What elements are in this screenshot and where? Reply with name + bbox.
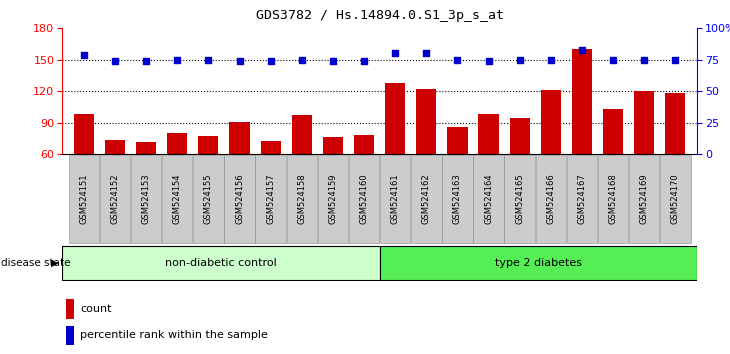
- Bar: [229, 121, 250, 217]
- Text: type 2 diabetes: type 2 diabetes: [495, 258, 582, 268]
- Text: GSM524161: GSM524161: [391, 174, 399, 224]
- Text: GSM524168: GSM524168: [609, 174, 618, 224]
- Point: [452, 57, 464, 63]
- Point: [265, 58, 277, 64]
- Point: [234, 58, 245, 64]
- FancyBboxPatch shape: [255, 155, 286, 243]
- FancyBboxPatch shape: [224, 155, 255, 243]
- FancyBboxPatch shape: [411, 155, 442, 243]
- Text: GSM524152: GSM524152: [110, 174, 120, 224]
- Point: [639, 57, 650, 63]
- Text: GSM524170: GSM524170: [671, 174, 680, 224]
- Point: [172, 57, 183, 63]
- Point: [140, 58, 152, 64]
- Bar: [447, 127, 467, 217]
- Bar: [292, 115, 312, 217]
- Text: GDS3782 / Hs.14894.0.S1_3p_s_at: GDS3782 / Hs.14894.0.S1_3p_s_at: [255, 9, 504, 22]
- Point: [545, 57, 557, 63]
- FancyBboxPatch shape: [162, 155, 193, 243]
- Text: ▶: ▶: [51, 258, 58, 268]
- FancyBboxPatch shape: [349, 155, 380, 243]
- FancyBboxPatch shape: [504, 155, 535, 243]
- Text: GSM524153: GSM524153: [142, 174, 150, 224]
- Bar: [136, 142, 156, 217]
- Text: GSM524164: GSM524164: [484, 174, 493, 224]
- Point: [358, 58, 370, 64]
- Text: GSM524154: GSM524154: [173, 174, 182, 224]
- FancyBboxPatch shape: [566, 155, 597, 243]
- Bar: [510, 118, 530, 217]
- Text: count: count: [80, 304, 112, 314]
- FancyBboxPatch shape: [131, 155, 161, 243]
- Text: non-diabetic control: non-diabetic control: [165, 258, 277, 268]
- Text: GSM524169: GSM524169: [639, 174, 649, 224]
- Point: [389, 51, 401, 56]
- FancyBboxPatch shape: [193, 155, 223, 243]
- FancyBboxPatch shape: [69, 155, 99, 243]
- Point: [669, 57, 681, 63]
- Point: [607, 57, 619, 63]
- Bar: [199, 136, 218, 217]
- FancyBboxPatch shape: [380, 155, 410, 243]
- Bar: [572, 49, 592, 217]
- Bar: [416, 89, 437, 217]
- FancyBboxPatch shape: [100, 155, 130, 243]
- Point: [202, 57, 214, 63]
- FancyBboxPatch shape: [318, 155, 348, 243]
- Bar: [541, 90, 561, 217]
- Bar: [261, 141, 281, 217]
- FancyBboxPatch shape: [473, 155, 504, 243]
- Point: [327, 58, 339, 64]
- Point: [78, 52, 90, 58]
- Bar: [105, 141, 125, 217]
- Point: [420, 51, 432, 56]
- Bar: [478, 114, 499, 217]
- Text: GSM524162: GSM524162: [422, 174, 431, 224]
- Text: GSM524157: GSM524157: [266, 174, 275, 224]
- FancyBboxPatch shape: [62, 246, 380, 280]
- Text: GSM524156: GSM524156: [235, 174, 244, 224]
- Point: [576, 47, 588, 52]
- FancyBboxPatch shape: [536, 155, 566, 243]
- FancyBboxPatch shape: [629, 155, 659, 243]
- Bar: [385, 83, 405, 217]
- Bar: [74, 114, 94, 217]
- Text: percentile rank within the sample: percentile rank within the sample: [80, 330, 268, 341]
- Text: GSM524158: GSM524158: [297, 174, 307, 224]
- Text: disease state: disease state: [1, 258, 71, 268]
- FancyBboxPatch shape: [660, 155, 691, 243]
- Text: GSM524151: GSM524151: [80, 174, 88, 224]
- Bar: [665, 93, 685, 217]
- Bar: [323, 137, 343, 217]
- Point: [110, 58, 121, 64]
- Text: GSM524155: GSM524155: [204, 174, 213, 224]
- Bar: [603, 109, 623, 217]
- Bar: [354, 135, 374, 217]
- Bar: [634, 91, 654, 217]
- Text: GSM524163: GSM524163: [453, 174, 462, 224]
- FancyBboxPatch shape: [598, 155, 629, 243]
- Text: GSM524159: GSM524159: [328, 174, 337, 224]
- Text: GSM524160: GSM524160: [360, 174, 369, 224]
- Text: GSM524167: GSM524167: [577, 174, 586, 224]
- Text: GSM524166: GSM524166: [546, 174, 556, 224]
- FancyBboxPatch shape: [442, 155, 473, 243]
- Text: GSM524165: GSM524165: [515, 174, 524, 224]
- Point: [514, 57, 526, 63]
- Bar: [167, 133, 188, 217]
- FancyBboxPatch shape: [380, 246, 697, 280]
- FancyBboxPatch shape: [286, 155, 317, 243]
- Point: [483, 58, 494, 64]
- Point: [296, 57, 307, 63]
